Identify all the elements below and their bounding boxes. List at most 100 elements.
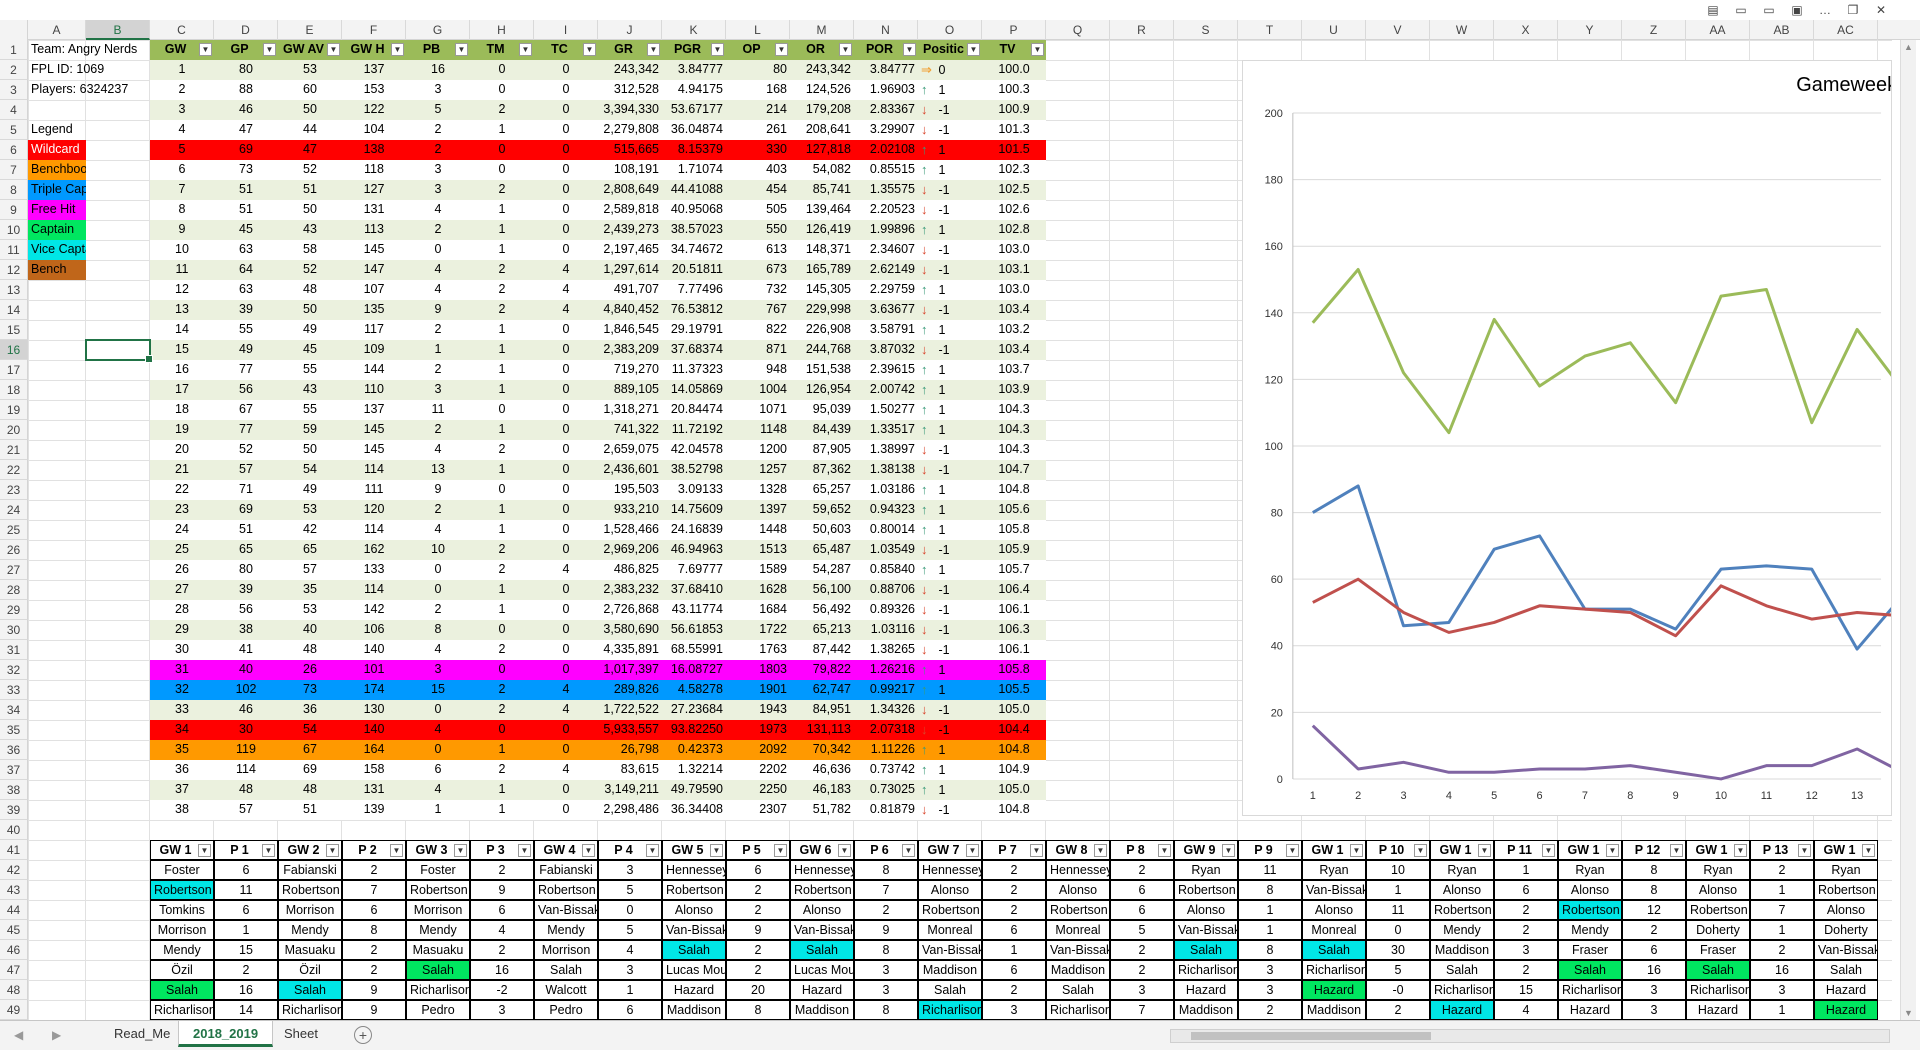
table-cell[interactable]: 4 [406, 280, 470, 300]
squad-cell[interactable]: Salah [1302, 940, 1366, 960]
squad-header[interactable]: GW 4 ▼ [534, 840, 598, 860]
table-cell[interactable]: 4.58278 [662, 680, 726, 700]
squad-cell[interactable]: Maddison [1430, 940, 1494, 960]
table-cell[interactable]: 2,808,649 [598, 180, 662, 200]
table-cell[interactable]: 135 [342, 300, 406, 320]
column-header-e[interactable]: E [278, 20, 342, 40]
table-cell[interactable]: 3.09133 [662, 480, 726, 500]
squad-cell[interactable]: Ryan [1430, 860, 1494, 880]
table-cell[interactable]: 40 [278, 620, 342, 640]
position-change-cell[interactable]: ↑ 1 [918, 280, 982, 300]
squad-cell[interactable]: 2 [1110, 960, 1174, 980]
table-cell[interactable]: 4 [534, 280, 598, 300]
table-cell[interactable]: 1 [470, 500, 534, 520]
table-cell[interactable]: 0 [470, 140, 534, 160]
table-cell[interactable]: 2,439,273 [598, 220, 662, 240]
team-value-cell[interactable]: 106.3 [982, 620, 1046, 640]
row-header-40[interactable]: 40 [0, 820, 28, 840]
table-cell[interactable]: 55 [214, 320, 278, 340]
table-cell[interactable]: 4 [406, 780, 470, 800]
squad-cell[interactable]: Fraser [1686, 940, 1750, 960]
table-cell[interactable]: 40.95068 [662, 200, 726, 220]
table-cell[interactable]: 1.03549 [854, 540, 918, 560]
table-cell[interactable]: 0 [534, 380, 598, 400]
table-cell[interactable]: 1.26216 [854, 660, 918, 680]
column-header-d[interactable]: D [214, 20, 278, 40]
table-cell[interactable]: 151,538 [790, 360, 854, 380]
table-cell[interactable]: 127 [342, 180, 406, 200]
column-header-g[interactable]: G [406, 20, 470, 40]
table-cell[interactable]: 34.74672 [662, 240, 726, 260]
squad-cell[interactable]: Morrison [150, 920, 214, 940]
table-cell[interactable]: 0 [470, 720, 534, 740]
table-cell[interactable]: 77 [214, 420, 278, 440]
filter-dropdown-icon[interactable]: ▼ [454, 844, 467, 857]
table-cell[interactable]: 1 [470, 420, 534, 440]
table-cell[interactable]: 4 [406, 440, 470, 460]
row-header-3[interactable]: 3 [0, 80, 28, 100]
table-cell[interactable]: 109 [342, 340, 406, 360]
position-change-cell[interactable]: ⇒ 0 [918, 60, 982, 80]
table-cell[interactable]: 2,726,868 [598, 600, 662, 620]
legend-item[interactable]: Captain [28, 220, 86, 240]
table-cell[interactable]: 3,149,211 [598, 780, 662, 800]
squad-cell[interactable]: 6 [470, 900, 534, 920]
position-change-cell[interactable]: ↓ -1 [918, 120, 982, 140]
team-value-cell[interactable]: 105.9 [982, 540, 1046, 560]
table-cell[interactable]: 243,342 [598, 60, 662, 80]
table-cell[interactable]: 30 [150, 640, 214, 660]
squad-cell[interactable]: Tomkins [150, 900, 214, 920]
vertical-scrollbar[interactable]: ▲ ▼ [1900, 40, 1916, 1020]
squad-header[interactable]: GW 1 ▼ [1302, 840, 1366, 860]
column-header-aa[interactable]: AA [1686, 20, 1750, 40]
column-header-u[interactable]: U [1302, 20, 1366, 40]
row-header-45[interactable]: 45 [0, 920, 28, 940]
squad-cell[interactable]: 16 [214, 980, 278, 1000]
squad-cell[interactable]: 2 [342, 940, 406, 960]
table-cell[interactable]: 4,840,452 [598, 300, 662, 320]
column-header-r[interactable]: R [1110, 20, 1174, 40]
table-cell[interactable]: 1513 [726, 540, 790, 560]
squad-header[interactable]: P 10 ▼ [1366, 840, 1430, 860]
table-cell[interactable]: 13 [406, 460, 470, 480]
table-cell[interactable]: 1 [470, 780, 534, 800]
table-header[interactable]: TM ▼ [470, 40, 534, 60]
position-change-cell[interactable]: ↑ 1 [918, 80, 982, 100]
table-cell[interactable]: 1628 [726, 580, 790, 600]
table-cell[interactable]: 104 [342, 120, 406, 140]
squad-cell[interactable]: 11 [214, 880, 278, 900]
table-cell[interactable]: 2,383,209 [598, 340, 662, 360]
squad-cell[interactable]: Hennessey [790, 860, 854, 880]
table-cell[interactable]: 32 [150, 680, 214, 700]
squad-header[interactable]: GW 1 ▼ [1558, 840, 1622, 860]
team-value-cell[interactable]: 103.2 [982, 320, 1046, 340]
table-cell[interactable]: 2 [470, 100, 534, 120]
squad-cell[interactable]: 3 [470, 1000, 534, 1020]
table-cell[interactable]: 2 [470, 280, 534, 300]
table-cell[interactable]: 13 [150, 300, 214, 320]
table-cell[interactable]: 140 [342, 640, 406, 660]
table-cell[interactable]: 39 [214, 300, 278, 320]
table-cell[interactable]: 1 [470, 520, 534, 540]
squad-cell[interactable]: Salah [662, 940, 726, 960]
table-cell[interactable]: 42.04578 [662, 440, 726, 460]
table-cell[interactable]: 1 [470, 220, 534, 240]
squad-cell[interactable]: 1 [214, 920, 278, 940]
squad-cell[interactable]: 4 [470, 920, 534, 940]
position-change-cell[interactable]: ↑ 1 [918, 740, 982, 760]
tab-next-icon[interactable]: ▶ [52, 1028, 62, 1042]
table-cell[interactable]: 101 [342, 660, 406, 680]
position-change-cell[interactable]: ↓ -1 [918, 700, 982, 720]
squad-header[interactable]: P 12 ▼ [1622, 840, 1686, 860]
table-cell[interactable]: 142 [342, 600, 406, 620]
table-cell[interactable]: 1.03116 [854, 620, 918, 640]
table-cell[interactable]: 25 [150, 540, 214, 560]
table-cell[interactable]: 1.99896 [854, 220, 918, 240]
squad-cell[interactable]: Hazard [1814, 980, 1878, 1000]
squad-cell[interactable]: 11 [1366, 900, 1430, 920]
table-cell[interactable]: 1 [470, 460, 534, 480]
squad-cell[interactable]: 8 [854, 1000, 918, 1020]
table-cell[interactable]: 1004 [726, 380, 790, 400]
row-header-20[interactable]: 20 [0, 420, 28, 440]
table-header[interactable]: PB ▼ [406, 40, 470, 60]
